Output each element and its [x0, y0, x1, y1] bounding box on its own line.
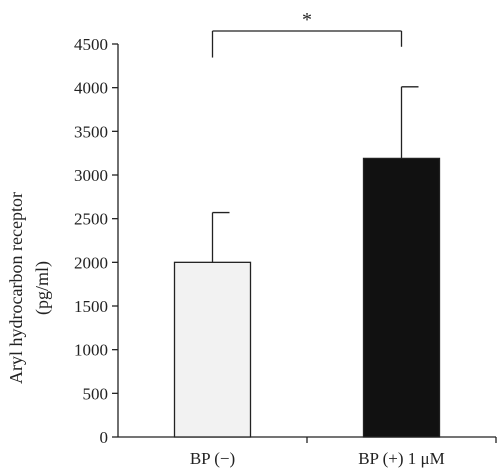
y-axis-title: Aryl hydrocarbon receptor (pg/ml)	[6, 192, 53, 384]
y-axis-title-line-2: (pg/ml)	[32, 261, 53, 315]
y-tick-label-7: 3500	[74, 122, 108, 141]
significance-label: *	[302, 9, 312, 31]
bar-1	[362, 157, 441, 438]
y-tick-label-5: 2500	[74, 210, 108, 229]
y-tick-label-1: 500	[83, 384, 109, 403]
bar-0	[173, 261, 252, 438]
plot-area: 0 500 1000 1500 2000 2500 3000 3500 4000 4500 BP (…	[74, 9, 497, 468]
y-tick-label-4: 2000	[74, 253, 108, 272]
y-tick-label-6: 3000	[74, 166, 108, 185]
x-tick-label-0: BP (−)	[190, 449, 235, 468]
y-tick-label-2: 1000	[74, 341, 108, 360]
y-tick-label-8: 4000	[74, 79, 108, 98]
x-tick-label-1: BP (+) 1 μM	[358, 449, 445, 468]
y-tick-label-0: 0	[100, 428, 109, 447]
y-axis-title-line-1: Aryl hydrocarbon receptor	[6, 192, 26, 384]
y-tick-label-3: 1500	[74, 297, 108, 316]
y-tick-label-9: 4500	[74, 35, 108, 54]
